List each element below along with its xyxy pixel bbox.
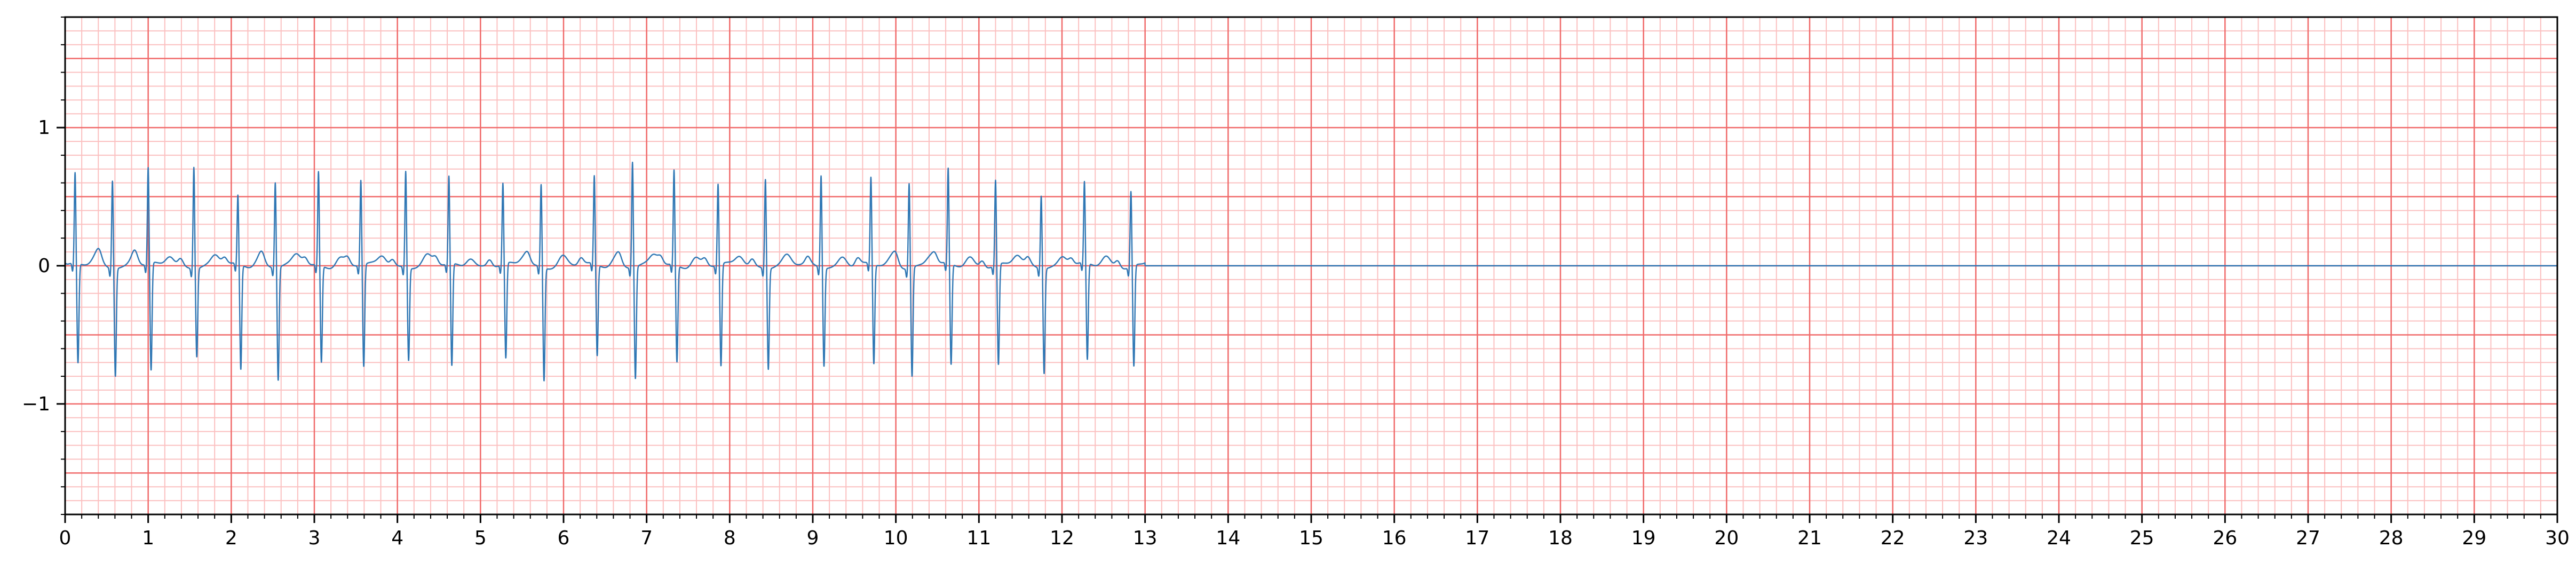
x-tick-label: 11 xyxy=(966,527,991,549)
x-tick-label: 18 xyxy=(1548,527,1573,549)
ecg-signal-line xyxy=(65,161,1146,382)
x-tick-label: 25 xyxy=(2130,527,2154,549)
x-tick-label: 16 xyxy=(1382,527,1407,549)
x-tick-label: 8 xyxy=(724,527,736,549)
x-tick-label: 28 xyxy=(2379,527,2404,549)
x-tick-label: 12 xyxy=(1050,527,1074,549)
y-tick-label: 0 xyxy=(38,255,50,277)
x-tick-label: 24 xyxy=(2047,527,2071,549)
x-tick-label: 17 xyxy=(1465,527,1489,549)
x-tick-label: 20 xyxy=(1714,527,1739,549)
x-tick-label: 21 xyxy=(1797,527,1822,549)
x-tick-label: 7 xyxy=(640,527,653,549)
x-tick-label: 4 xyxy=(391,527,403,549)
x-tick-label: 5 xyxy=(474,527,487,549)
x-tick-label: 0 xyxy=(59,527,72,549)
x-tick-label: 14 xyxy=(1216,527,1240,549)
x-tick-label: 23 xyxy=(1963,527,1988,549)
y-tick-label: 1 xyxy=(38,117,50,139)
x-tick-label: 2 xyxy=(225,527,237,549)
x-tick-label: 29 xyxy=(2462,527,2486,549)
y-tick-label: −1 xyxy=(22,393,50,415)
x-tick-label: 13 xyxy=(1133,527,1158,549)
x-tick-label: 30 xyxy=(2545,527,2570,549)
x-tick-label: 15 xyxy=(1299,527,1323,549)
x-tick-label: 27 xyxy=(2296,527,2320,549)
series-layer xyxy=(65,161,2557,382)
x-tick-label: 26 xyxy=(2213,527,2237,549)
x-tick-label: 3 xyxy=(308,527,321,549)
x-tick-label: 6 xyxy=(558,527,570,549)
x-tick-label: 19 xyxy=(1631,527,1656,549)
y-axis-ticks: −1 0 1 xyxy=(22,17,65,515)
x-tick-label: 22 xyxy=(1881,527,1905,549)
x-tick-label: 9 xyxy=(807,527,819,549)
x-axis-ticks: 0 1 2 3 4 5 6 7 8 9 10 11 12 13 14 15 16 17 18 19 20 21 22 23 24… xyxy=(59,514,2570,549)
x-tick-label: 1 xyxy=(142,527,154,549)
x-tick-label: 10 xyxy=(884,527,908,549)
